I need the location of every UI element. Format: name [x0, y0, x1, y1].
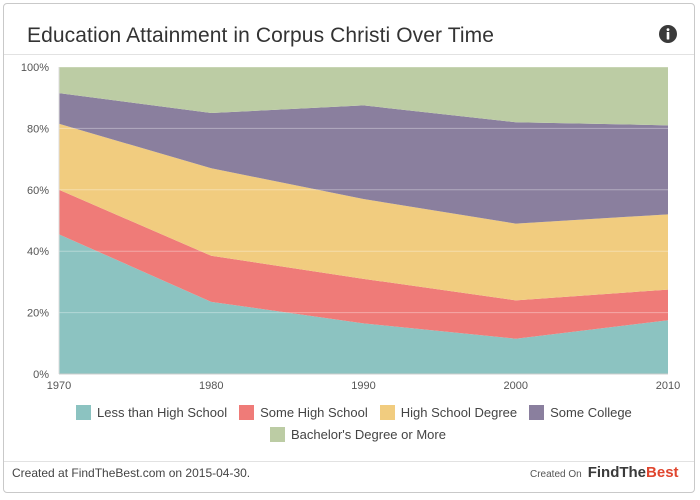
x-tick-label: 1980 — [199, 380, 223, 392]
legend-label: Some High School — [260, 405, 368, 420]
stacked-area-chart: 0% 20% 40% 60% 80% 100% 1970 1980 1990 2000 2010 — [21, 62, 680, 392]
legend-row: Bachelor's Degree or More — [270, 427, 458, 442]
legend-label: Bachelor's Degree or More — [291, 427, 446, 442]
y-tick-label: 80% — [27, 123, 49, 135]
legend-item[interactable]: Less than High School — [76, 405, 227, 420]
legend-swatch — [379, 405, 395, 420]
legend-swatch — [270, 427, 285, 442]
findthebest-brand[interactable]: Created On FindThe Best — [530, 464, 679, 481]
legend-item[interactable]: Some College — [529, 405, 632, 420]
y-tick-label: 60% — [27, 185, 49, 197]
y-tick-label: 0% — [33, 369, 49, 381]
x-tick-label: 2010 — [656, 380, 680, 392]
footer-divider — [4, 461, 694, 462]
y-tick-label: 20% — [27, 308, 49, 320]
brand-logo-part1: FindThe — [587, 464, 647, 481]
legend-swatch — [76, 405, 91, 420]
header-divider — [4, 54, 694, 55]
y-tick-label: 100% — [21, 62, 49, 74]
legend-label: Some College — [550, 405, 632, 420]
info-icon[interactable] — [658, 24, 678, 44]
legend-item[interactable]: High School Degree — [379, 405, 518, 420]
legend-item[interactable]: Some High School — [239, 405, 368, 420]
area-series-less-than-high-school[interactable] — [59, 234, 668, 374]
x-tick-label: 1970 — [47, 380, 71, 392]
created-at-text: Created at FindTheBest.com on 2015-04-30… — [12, 466, 251, 480]
legend-swatch — [529, 405, 545, 420]
x-tick-label: 2000 — [504, 380, 528, 392]
legend-label: Less than High School — [97, 405, 228, 420]
created-on-label: Created On — [530, 469, 582, 480]
chart-title: Education Attainment in Corpus Christi O… — [27, 24, 494, 47]
brand-logo-part2: Best — [646, 464, 679, 481]
legend-label: High School Degree — [400, 405, 518, 420]
area-series-bachelor-s-degree-or-more[interactable] — [59, 67, 668, 126]
legend-item[interactable]: Bachelor's Degree or More — [270, 427, 446, 442]
area-series-some-college[interactable] — [59, 93, 668, 224]
area-series-high-school-degree[interactable] — [59, 123, 668, 301]
area-series-some-high-school[interactable] — [59, 189, 668, 339]
legend-row: Less than High School Some High School Hig… — [76, 405, 644, 420]
y-tick-label: 40% — [27, 246, 49, 258]
legend-swatch — [239, 405, 255, 420]
x-tick-label: 1990 — [351, 380, 375, 392]
